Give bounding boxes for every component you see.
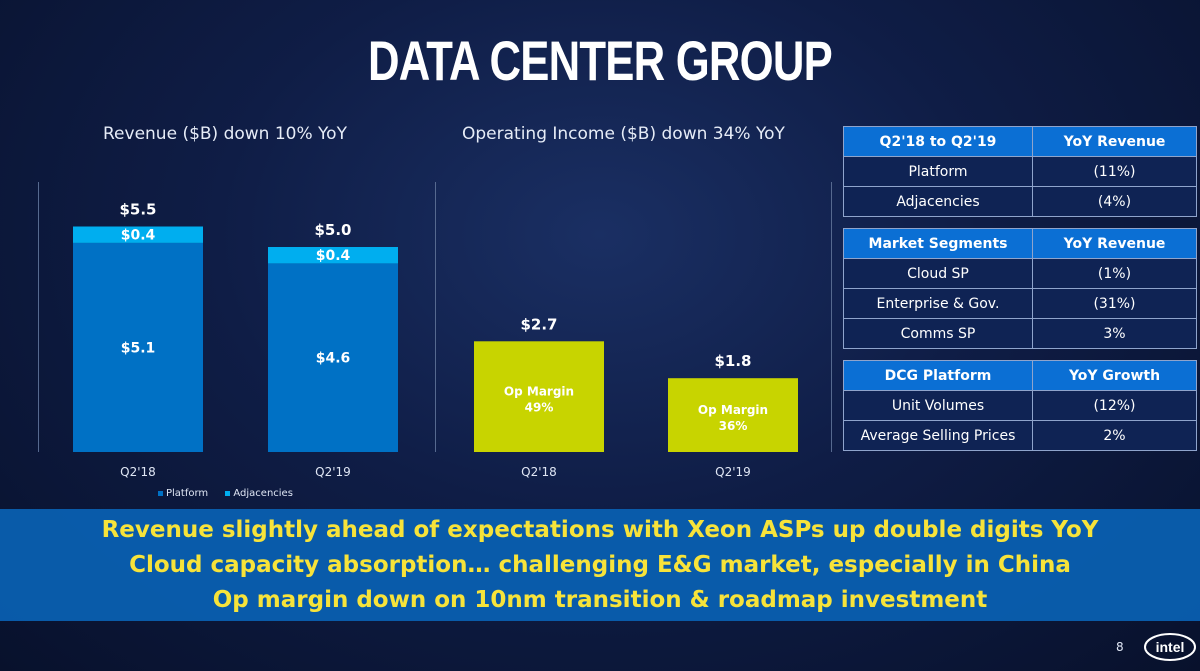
bar-segment-platform	[268, 263, 398, 452]
revenue-chart-title: Revenue ($B) down 10% YoY	[103, 124, 347, 144]
revenue-breakdown-table: Q2'18 to Q2'19 YoY Revenue Platform (11%…	[843, 126, 1197, 217]
table-cell: 3%	[1032, 318, 1197, 349]
bar-annotation-label: Op Margin	[698, 403, 768, 417]
axis-divider-right	[831, 182, 832, 452]
bar-value-label: $1.8	[714, 352, 751, 370]
banner-line: Op margin down on 10nm transition & road…	[212, 587, 988, 613]
legend-swatch-adjacencies	[225, 490, 231, 496]
x-tick-label: Q2'18	[120, 465, 156, 479]
axis-divider-left	[38, 182, 39, 452]
table-cell: (11%)	[1032, 156, 1197, 187]
summary-banner-text: Revenue slightly ahead of expectations w…	[0, 513, 1200, 618]
page-number: 8	[1116, 640, 1124, 654]
x-tick-label: Q2'18	[521, 465, 557, 479]
operating-income-chart-title: Operating Income ($B) down 34% YoY	[462, 124, 785, 144]
bar-value-label: $0.4	[121, 228, 156, 244]
table-row: Cloud SP (1%)	[843, 258, 1197, 289]
market-segments-table: Market Segments YoY Revenue Cloud SP (1%…	[843, 228, 1197, 349]
bar-value-label: $4.6	[316, 351, 351, 367]
summary-banner	[0, 509, 1200, 621]
bar-segment-adjacencies	[73, 226, 203, 243]
table-cell: (4%)	[1032, 186, 1197, 217]
legend-item-platform: Platform	[158, 488, 208, 499]
legend-label-adjacencies: Adjacencies	[233, 488, 293, 499]
table-row: Comms SP 3%	[843, 318, 1197, 349]
table-cell: (12%)	[1032, 390, 1197, 421]
banner-line: Revenue slightly ahead of expectations w…	[101, 517, 1099, 543]
table-cell: Adjacencies	[843, 186, 1033, 217]
table-header-cell: Q2'18 to Q2'19	[843, 126, 1033, 157]
table-cell: (31%)	[1032, 288, 1197, 319]
x-tick-label: Q2'19	[315, 465, 351, 479]
table-cell: (1%)	[1032, 258, 1197, 289]
table-cell: Enterprise & Gov.	[843, 288, 1033, 319]
table-row: Platform (11%)	[843, 156, 1197, 187]
svg-text:intel: intel	[1156, 639, 1185, 655]
table-cell: Average Selling Prices	[843, 420, 1033, 451]
revenue-legend: Platform Adjacencies	[158, 488, 307, 499]
table-row: Adjacencies (4%)	[843, 186, 1197, 217]
table-cell: 2%	[1032, 420, 1197, 451]
dcg-platform-table: DCG Platform YoY Growth Unit Volumes (12…	[843, 360, 1197, 451]
bar-segment-platform	[73, 242, 203, 452]
bar	[668, 378, 798, 452]
table-cell: Unit Volumes	[843, 390, 1033, 421]
table-row: Unit Volumes (12%)	[843, 390, 1197, 421]
table-header-cell: YoY Revenue	[1032, 228, 1197, 259]
table-cell: Comms SP	[843, 318, 1033, 349]
table-header-row: DCG Platform YoY Growth	[843, 360, 1197, 391]
bar-value-label: $0.4	[316, 248, 351, 264]
table-header-row: Q2'18 to Q2'19 YoY Revenue	[843, 126, 1197, 157]
x-tick-label: Q2'19	[715, 465, 751, 479]
table-cell: Platform	[843, 156, 1033, 187]
bar-annotation-value: 49%	[525, 401, 554, 415]
table-row: Enterprise & Gov. (31%)	[843, 288, 1197, 319]
table-header-cell: YoY Growth	[1032, 360, 1197, 391]
bar-annotation-value: 36%	[719, 419, 748, 433]
bar-value-label: $5.1	[121, 340, 156, 356]
table-cell: Cloud SP	[843, 258, 1033, 289]
bar-segment-adjacencies	[268, 247, 398, 264]
axis-divider-middle	[435, 182, 436, 452]
banner-line: Cloud capacity absorption… challenging E…	[129, 552, 1071, 578]
bar-total-label: $5.5	[119, 201, 156, 219]
bar-value-label: $2.7	[520, 315, 557, 333]
table-header-cell: Market Segments	[843, 228, 1033, 259]
bar-annotation-label: Op Margin	[504, 385, 574, 399]
table-header-cell: YoY Revenue	[1032, 126, 1197, 157]
table-row: Average Selling Prices 2%	[843, 420, 1197, 451]
table-header-row: Market Segments YoY Revenue	[843, 228, 1197, 259]
page-title: DATA CENTER GROUP	[368, 29, 833, 92]
legend-label-platform: Platform	[166, 488, 209, 499]
legend-item-adjacencies: Adjacencies	[225, 488, 293, 499]
bar	[474, 341, 604, 452]
intel-logo: intel	[1144, 633, 1196, 661]
table-header-cell: DCG Platform	[843, 360, 1033, 391]
bar-total-label: $5.0	[314, 221, 351, 239]
legend-swatch-platform	[158, 490, 163, 496]
